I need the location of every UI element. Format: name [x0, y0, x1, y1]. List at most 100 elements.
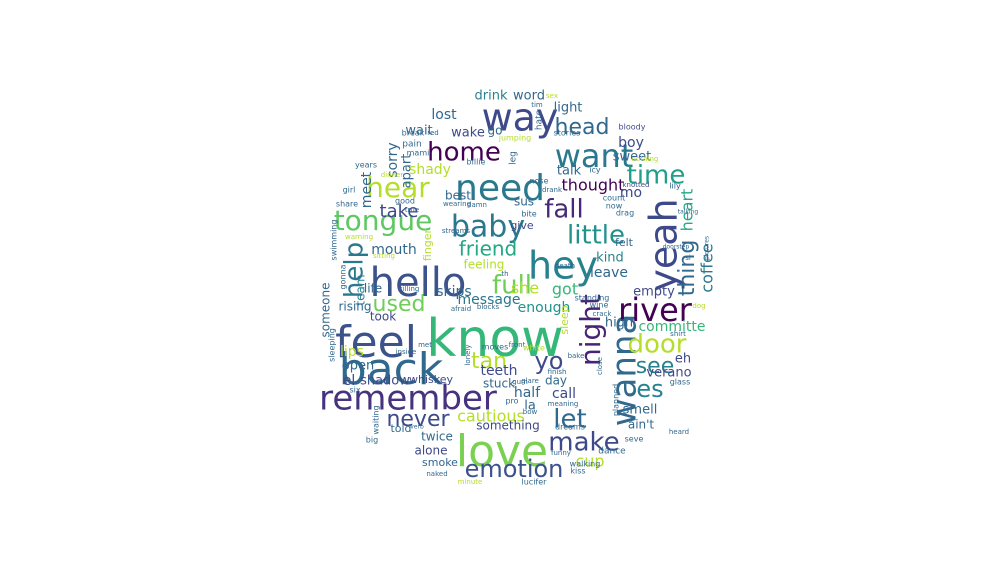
word-cloud-word: finish — [548, 368, 567, 376]
word-cloud-word: afraid — [451, 305, 471, 313]
word-cloud-word: nose — [529, 177, 548, 186]
word-cloud-word: met — [418, 341, 432, 349]
word-cloud-word: twice — [421, 430, 453, 444]
word-cloud-word: crack — [593, 310, 613, 318]
word-cloud-word: feel — [335, 317, 417, 368]
word-cloud-word: wake — [451, 126, 485, 141]
word-cloud-word: funny — [551, 449, 571, 457]
word-cloud-word: light — [554, 101, 583, 116]
word-cloud-word: dance — [598, 447, 626, 457]
word-cloud-word: standing — [575, 294, 610, 303]
word-cloud-word: pain — [402, 140, 421, 150]
word-cloud-word: finger — [421, 228, 434, 261]
word-cloud-word: head — [555, 115, 610, 140]
word-cloud-word: verb — [410, 424, 424, 431]
word-cloud-word: eh — [675, 352, 691, 367]
word-cloud-word: ain't — [628, 418, 655, 432]
word-cloud-word: best — [445, 189, 471, 203]
word-cloud-word: meaning — [548, 400, 579, 408]
word-cloud-word: streams — [442, 227, 471, 235]
word-cloud-word: little — [567, 221, 625, 251]
word-cloud-word: si — [685, 254, 691, 262]
word-cloud-word: emotion — [465, 455, 564, 483]
word-cloud-word: warning — [345, 233, 373, 241]
word-cloud-word: tan — [471, 349, 507, 374]
word-cloud-word: hear — [366, 171, 430, 204]
word-cloud-word: break — [402, 129, 425, 138]
word-cloud-word: verano — [646, 366, 691, 381]
word-cloud-word: inside — [396, 348, 417, 356]
word-cloud-word: drank — [542, 186, 563, 194]
word-cloud-word: way — [482, 96, 559, 140]
word-cloud-word: el — [343, 373, 356, 389]
word-cloud-word: heart — [678, 189, 697, 232]
word-cloud-word: time — [627, 161, 686, 191]
word-cloud-word: blocks — [477, 303, 500, 311]
word-cloud-word: half — [514, 385, 541, 401]
word-cloud-word: jumping — [498, 134, 532, 143]
word-cloud-word: mami — [407, 149, 430, 158]
word-cloud-word: shady — [409, 162, 451, 178]
word-cloud-word: kind — [596, 251, 624, 266]
word-cloud-word: go — [488, 124, 503, 138]
word-cloud-word: feeling — [464, 258, 505, 272]
word-cloud-word: pictures — [704, 236, 711, 260]
word-cloud-word: baby — [451, 210, 525, 245]
word-cloud-word: sorry — [385, 142, 401, 177]
word-cloud-word: know — [426, 309, 563, 369]
word-cloud-word: billie — [467, 158, 486, 167]
word-cloud-word: fall — [544, 195, 584, 225]
word-cloud-word: lonely — [464, 344, 472, 365]
word-cloud-word: teeth — [480, 363, 517, 379]
word-cloud-word: rising — [338, 300, 371, 314]
word-cloud-word: years — [355, 161, 377, 170]
word-cloud-word: used — [373, 292, 426, 317]
word-cloud-word: need — [455, 168, 545, 209]
word-cloud-word: yeah — [642, 198, 686, 291]
word-cloud-word: damn — [467, 201, 487, 209]
word-cloud-word: sex — [546, 92, 558, 100]
word-cloud-word: stuck — [483, 377, 515, 391]
word-cloud-word: wanna — [605, 314, 645, 427]
word-cloud-word: red — [427, 129, 438, 137]
word-cloud-word: seve — [625, 435, 644, 444]
word-cloud-word: pro — [505, 397, 518, 406]
word-cloud-word: tim — [531, 101, 543, 109]
word-cloud-word: talking — [678, 209, 699, 216]
word-cloud-word: hey — [528, 244, 598, 288]
word-cloud-word: enough — [518, 300, 571, 316]
word-cloud-word: shirt — [670, 330, 686, 338]
word-cloud-word: alone — [414, 444, 447, 458]
word-cloud-word: told — [390, 422, 411, 435]
word-cloud-word: mo — [620, 185, 642, 201]
word-cloud-word: word — [513, 89, 545, 104]
word-cloud-word: bow — [523, 408, 538, 416]
word-cloud-word: help — [340, 242, 370, 298]
word-cloud-word: took — [370, 310, 396, 324]
word-cloud-word: killing — [399, 285, 420, 293]
word-cloud-word: remember — [319, 379, 497, 419]
word-cloud-word: sleeping — [328, 328, 337, 362]
word-cloud-word: someone — [319, 283, 333, 338]
word-cloud-word: wine — [590, 301, 609, 310]
word-cloud-word: waiting — [372, 405, 381, 434]
word-cloud-word: cup — [575, 452, 604, 471]
word-cloud-word: lucifer — [522, 478, 548, 487]
word-cloud-word: team — [354, 274, 368, 305]
word-cloud-word: take — [380, 201, 419, 222]
word-cloud-word: swimming — [330, 220, 339, 261]
word-cloud-word: door — [627, 330, 686, 360]
word-cloud-word: lost — [431, 107, 457, 123]
word-cloud-word: naked — [426, 470, 447, 478]
word-cloud-word: planned — [612, 384, 621, 416]
word-cloud-word: felt — [615, 236, 634, 249]
word-cloud-word: sus — [514, 195, 534, 209]
word-cloud-word: make — [548, 428, 619, 458]
word-cloud-word: minute — [458, 478, 483, 486]
word-cloud-word: home — [427, 138, 501, 168]
word-cloud-word: apart — [400, 154, 415, 189]
word-cloud-word: whiskey — [409, 373, 454, 386]
word-cloud-word: moves — [482, 343, 509, 352]
word-cloud-word: heard — [669, 428, 689, 436]
